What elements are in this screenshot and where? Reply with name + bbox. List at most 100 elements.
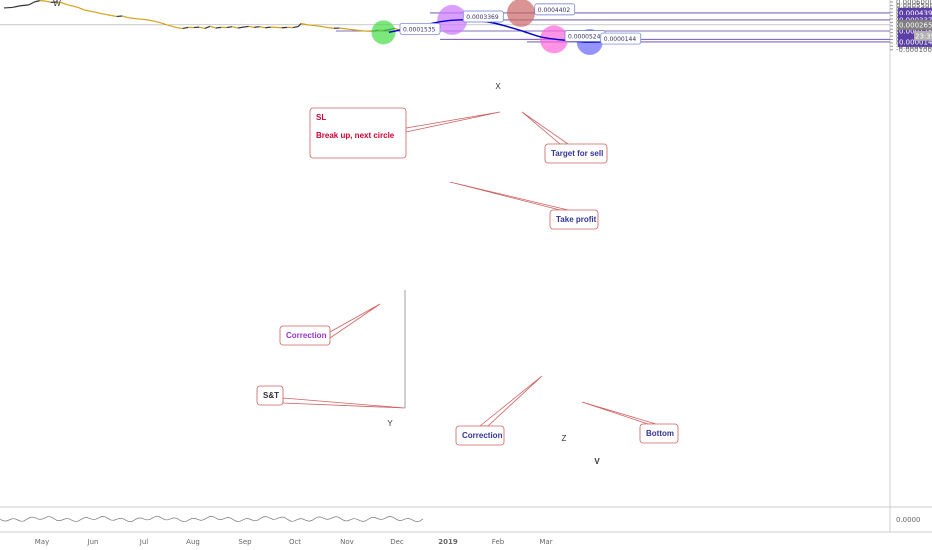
level-tag xyxy=(898,7,932,18)
leader-line xyxy=(521,111,570,145)
value-label-box xyxy=(534,3,576,16)
wave-letter-w: W xyxy=(53,0,61,8)
value-label: 0.0001535 xyxy=(403,26,436,33)
level-tag xyxy=(898,36,932,47)
price-segment xyxy=(317,25,324,28)
x-tick-label: Jul xyxy=(139,538,149,546)
price-segment xyxy=(237,26,244,29)
price-segment xyxy=(155,20,161,24)
candle-timer-tag xyxy=(914,30,932,41)
x-tick-label: Feb xyxy=(492,538,505,546)
price-segment xyxy=(100,12,106,16)
price-segment xyxy=(254,26,260,28)
price-segment xyxy=(300,22,307,26)
indicator-line xyxy=(0,515,424,523)
takeprofit-note-text: Take profit xyxy=(556,215,597,224)
price-segment xyxy=(111,14,117,18)
price-segment xyxy=(243,25,249,28)
x-tick-label: Sep xyxy=(238,538,252,546)
price-segment xyxy=(311,24,318,27)
st-note-group: S&T xyxy=(256,385,406,409)
correction1-note-box xyxy=(279,325,331,346)
price-segment xyxy=(133,17,139,20)
price-segment xyxy=(89,10,95,13)
price-segment xyxy=(339,27,346,30)
takeprofit-note-group: Take profit xyxy=(449,181,599,230)
sl-note-text: SL xyxy=(316,113,326,122)
leader-line xyxy=(449,181,569,211)
wave-letter-y: Y xyxy=(387,419,393,428)
x-tick-label: May xyxy=(35,538,49,546)
takeprofit-note-box xyxy=(549,209,599,230)
correction1-note-text: Correction xyxy=(286,331,327,340)
value-label: 0.0003369 xyxy=(466,14,499,21)
brown-circle xyxy=(507,0,535,27)
price-segment xyxy=(177,27,183,30)
sl-note-group: SL Break up, next circle xyxy=(309,107,501,159)
price-segment xyxy=(78,6,84,11)
leader-line xyxy=(581,401,657,425)
price-segment xyxy=(138,18,145,21)
green-circle xyxy=(371,20,396,45)
value-label: 0.0000524 xyxy=(568,33,601,40)
value-label-box xyxy=(600,32,642,45)
price-segment xyxy=(127,16,134,19)
wave-letter-v: V xyxy=(594,457,600,466)
price-segment xyxy=(83,9,90,12)
bottom-note-group: Bottom xyxy=(581,401,679,444)
price-segment xyxy=(160,22,167,26)
y-tick-label: 0.0006000 xyxy=(896,0,932,7)
x-tick-label: Aug xyxy=(186,538,200,546)
price-segment xyxy=(199,26,205,30)
price-segment xyxy=(72,5,79,9)
price-segment xyxy=(215,26,222,29)
wave-letter-z: Z xyxy=(562,434,567,443)
price-segment xyxy=(149,19,156,23)
x-tick-label: Jun xyxy=(87,538,99,546)
x-tick-label: Nov xyxy=(340,538,354,546)
price-segment xyxy=(350,28,357,31)
value-label-box xyxy=(399,22,441,35)
y-tick-label: 0.0005500 xyxy=(896,2,932,10)
price-segment xyxy=(56,1,62,4)
leader-line xyxy=(405,111,501,133)
x-tick-label: Oct xyxy=(289,538,301,546)
x-tick-label: Mar xyxy=(539,538,552,546)
price-segment xyxy=(306,24,313,26)
price-segment xyxy=(105,13,112,17)
target-note-text: Target for sell xyxy=(551,149,603,158)
bottom-note-text: Bottom xyxy=(646,429,674,438)
price-segment xyxy=(182,26,189,30)
correction2-note-group: Correction xyxy=(455,375,543,446)
wave-letter-x: X xyxy=(495,82,501,91)
price-segment xyxy=(322,26,329,29)
price-segment xyxy=(355,29,362,32)
price-segment xyxy=(171,25,178,29)
current-price-label: 0.0002657 xyxy=(899,21,932,29)
sl-note-box xyxy=(309,107,407,159)
price-segment xyxy=(248,25,255,28)
leader-line xyxy=(478,375,543,427)
value-label: 0.0000144 xyxy=(604,36,637,43)
price-segment xyxy=(166,24,172,27)
st-note-box xyxy=(256,385,284,406)
level-tag-label: 0.0004399 xyxy=(899,9,932,17)
target-note-group: Target for sell xyxy=(521,111,608,164)
price-segment xyxy=(210,25,216,29)
level-tag-label: 0.0000146 xyxy=(899,38,932,46)
price-segment xyxy=(67,4,73,7)
value-label-box xyxy=(462,10,504,23)
current-price-tag xyxy=(898,19,932,30)
price-segment xyxy=(45,0,51,3)
leader-line xyxy=(329,303,381,339)
price-segment xyxy=(292,25,299,29)
price-segment xyxy=(259,26,266,29)
value-label: 0.0004402 xyxy=(538,7,571,14)
st-note-text: S&T xyxy=(263,391,279,400)
correction1-note-group: Correction xyxy=(279,303,381,346)
indicator-tick-label: 0.0000 xyxy=(896,516,921,524)
price-segment xyxy=(265,26,271,29)
